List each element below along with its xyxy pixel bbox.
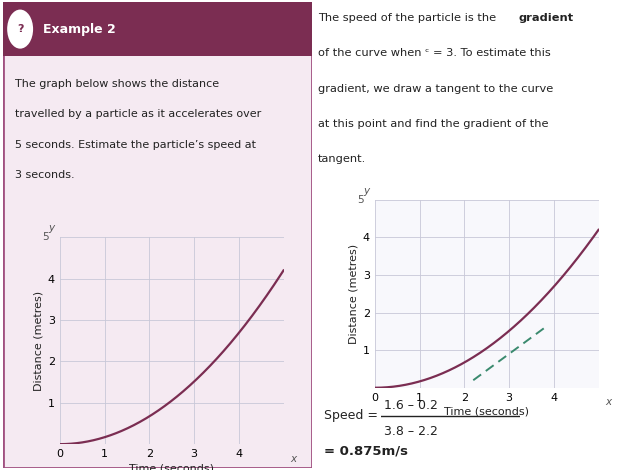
X-axis label: Time (seconds): Time (seconds) — [129, 463, 214, 470]
Y-axis label: Distance (metres): Distance (metres) — [33, 290, 43, 391]
Text: y: y — [364, 187, 370, 196]
Text: 1.6 – 0.2: 1.6 – 0.2 — [384, 399, 438, 412]
Bar — [3, 2, 312, 56]
Y-axis label: Distance (metres): Distance (metres) — [348, 243, 358, 344]
Text: x: x — [290, 454, 296, 464]
Text: Speed =: Speed = — [324, 409, 379, 423]
Text: The graph below shows the distance: The graph below shows the distance — [16, 79, 220, 89]
X-axis label: Time (seconds): Time (seconds) — [444, 407, 529, 417]
Text: = 0.875m/s: = 0.875m/s — [324, 445, 408, 458]
Text: 5: 5 — [357, 195, 364, 205]
Text: gradient, we draw a tangent to the curve: gradient, we draw a tangent to the curve — [318, 84, 553, 94]
Text: travelled by a particle as it accelerates over: travelled by a particle as it accelerate… — [16, 110, 261, 119]
Text: ?: ? — [17, 24, 23, 34]
Text: x: x — [605, 397, 611, 407]
Text: 5: 5 — [42, 232, 49, 243]
Circle shape — [7, 9, 33, 49]
Text: at this point and find the gradient of the: at this point and find the gradient of t… — [318, 119, 549, 129]
Text: 3 seconds.: 3 seconds. — [16, 170, 75, 180]
Text: Example 2: Example 2 — [43, 23, 116, 36]
Text: tangent.: tangent. — [318, 154, 367, 164]
Text: gradient: gradient — [518, 13, 573, 23]
Text: of the curve when ᶜ = 3. To estimate this: of the curve when ᶜ = 3. To estimate thi… — [318, 48, 551, 58]
Text: 5 seconds. Estimate the particle’s speed at: 5 seconds. Estimate the particle’s speed… — [16, 140, 256, 149]
Text: y: y — [49, 223, 55, 233]
Text: 3.8 – 2.2: 3.8 – 2.2 — [384, 425, 438, 438]
Text: The speed of the particle is the: The speed of the particle is the — [318, 13, 500, 23]
